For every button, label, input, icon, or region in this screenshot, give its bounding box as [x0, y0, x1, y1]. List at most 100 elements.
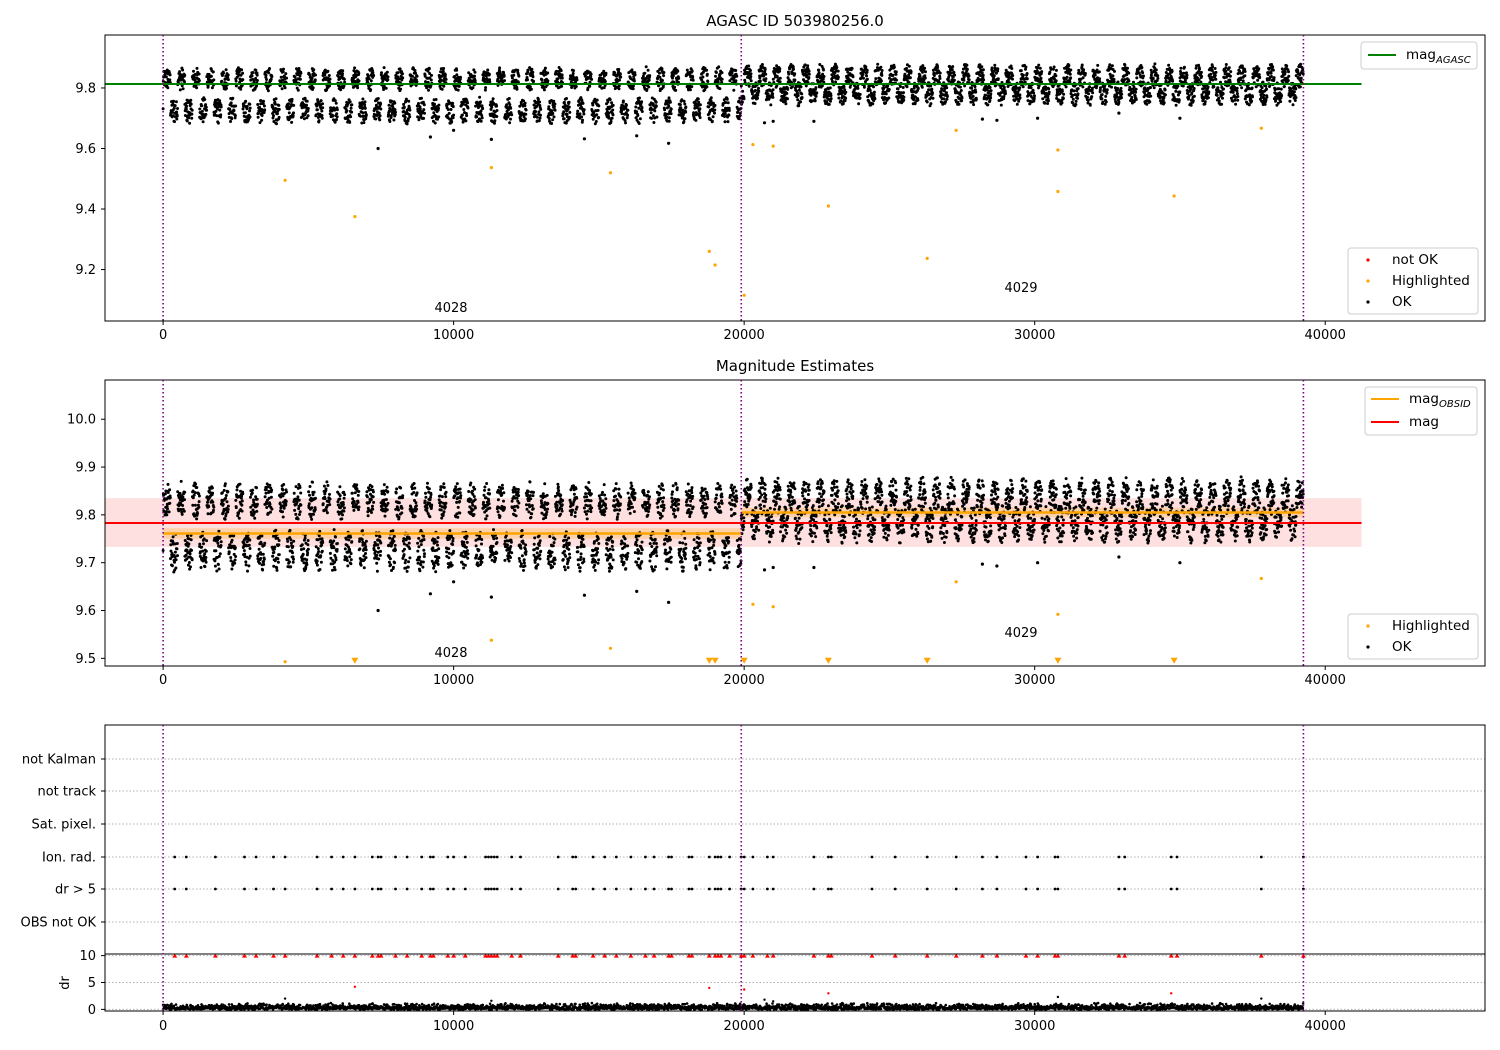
category-label: Sat. pixel. — [32, 818, 96, 833]
ion-rad-flag-point — [1024, 855, 1028, 859]
dr-gt-5-flag-point — [510, 887, 514, 891]
agasc-point-highlighted — [954, 128, 958, 132]
dr-clipped-marker — [953, 953, 959, 958]
dr-gt-5-flag-point — [429, 887, 432, 891]
ion-rad-flag-point — [954, 855, 958, 859]
ion-rad-flag-point — [283, 855, 287, 859]
ion-rad-flag-point — [490, 855, 493, 859]
legend-marker-highlighted — [1366, 624, 1370, 628]
agasc-point-ok — [1117, 111, 1121, 115]
x-tick-label: 10000 — [433, 673, 474, 688]
dr-clipped-marker — [628, 953, 634, 958]
ion-rad-flag-point — [556, 855, 560, 859]
dr-outlier-point — [1260, 997, 1263, 1000]
ion-rad-flag-point — [1259, 855, 1263, 859]
dr-outlier-point — [1170, 992, 1173, 995]
ion-rad-flag-point — [591, 855, 595, 859]
ion-rad-flag-point — [1053, 855, 1057, 859]
ion-rad-flag-point — [742, 855, 746, 859]
agasc-point-ok — [376, 146, 380, 151]
magnitude-point-ok — [582, 593, 587, 597]
ion-rad-flag-point — [719, 855, 723, 859]
dr-clipped-marker — [602, 953, 608, 958]
magnitude-point-highlighted — [1259, 576, 1263, 581]
dr-gt-5-flag-point — [591, 887, 595, 891]
x-tick-label: 20000 — [723, 1019, 764, 1034]
agasc-point-highlighted — [771, 144, 775, 148]
ion-rad-flag-point — [995, 855, 999, 859]
y-tick-label: 9.5 — [75, 652, 96, 667]
dr-gt-5-flag-point — [254, 887, 258, 891]
y-tick-label: 9.9 — [75, 461, 96, 476]
y-tick-label: 9.6 — [75, 142, 96, 157]
dr-gt-5-flag-point — [214, 887, 217, 891]
ion-rad-flag-point — [893, 855, 897, 859]
magnitude-point-ok — [771, 565, 775, 570]
agasc-point-highlighted — [1056, 148, 1060, 152]
ion-rad-flag-point — [394, 855, 397, 859]
legend-label-mag-obsid: magOBSID — [1409, 391, 1471, 410]
magnitude-panel-title: Magnitude Estimates — [716, 357, 874, 375]
magnitude-point-highlighted — [608, 646, 613, 650]
ion-rad-flag-point — [1117, 855, 1121, 859]
ion-rad-flag-point — [925, 855, 929, 859]
x-tick-label: 0 — [159, 1019, 167, 1034]
magnitude-point-ok — [635, 589, 639, 594]
dr-clipped-marker — [378, 953, 384, 958]
magnitude-obsid-label-4028: 4028 — [434, 646, 467, 661]
dr-gt-5-flag-point — [463, 887, 467, 891]
agasc-point-ok — [489, 137, 493, 141]
agasc-obsid-label-4029: 4029 — [1004, 281, 1037, 296]
ion-rad-flag-point — [670, 855, 673, 859]
dr-outlier-point — [490, 999, 493, 1002]
dr-gt-5-flag-point — [173, 887, 177, 891]
ion-rad-flag-point — [484, 855, 487, 859]
magnitude-clipped-marker — [705, 657, 713, 664]
dr-clipped-marker — [404, 953, 410, 958]
ion-rad-flag-point — [405, 855, 409, 859]
dr-gt-5-flag-point — [1169, 887, 1173, 891]
agasc-point-highlighted — [707, 249, 711, 253]
dr-clipped-marker — [811, 953, 817, 958]
dr-gt-5-flag-point — [1036, 887, 1039, 891]
ion-rad-flag-point — [431, 855, 435, 859]
dr-gt-5-flag-point — [707, 887, 711, 891]
dr-gt-5-flag-point — [379, 887, 383, 891]
magnitude-clipped-marker — [351, 657, 359, 664]
ion-rad-flag-point — [487, 855, 490, 859]
dr-clipped-marker — [241, 953, 247, 958]
dr-gt-5-flag-point — [716, 887, 720, 891]
dr-clipped-marker — [1122, 953, 1128, 958]
magnitude-point-ok — [762, 568, 767, 572]
dr-gt-5-flag-point — [353, 887, 357, 891]
dr-clipped-marker — [727, 953, 733, 958]
ion-rad-flag-point — [452, 855, 455, 859]
dr-clipped-marker — [494, 953, 500, 958]
magnitude-point-highlighted — [751, 602, 755, 606]
dr-clipped-marker — [1055, 953, 1061, 958]
ion-rad-flag-point — [429, 855, 432, 859]
ion-rad-flag-point — [829, 855, 833, 859]
ion-rad-flag-point — [376, 855, 380, 859]
magnitude-point-ok — [428, 592, 432, 596]
ion-rad-flag-point — [420, 855, 424, 859]
agasc-point-ok — [762, 121, 767, 125]
dr-gt-5-flag-point — [1123, 887, 1127, 891]
agasc-plot-frame — [104, 34, 1486, 322]
ion-rad-flag-point — [571, 855, 575, 859]
dr-gt-5-flag-point — [556, 887, 560, 891]
dr-gt-5-flag-point — [925, 887, 929, 891]
ion-rad-flag-point — [1056, 855, 1060, 859]
dr-gt-5-flag-point — [1259, 887, 1263, 891]
legend-box — [1360, 41, 1478, 70]
magnitude-point-ok — [489, 595, 493, 599]
agasc-point-ok — [771, 119, 775, 123]
agasc-point-highlighted — [925, 256, 929, 260]
agasc-point-ok — [812, 119, 816, 123]
agasc-point-ok — [428, 135, 432, 139]
dr-gt-5-flag-point — [184, 887, 188, 891]
dr-clipped-marker — [750, 953, 756, 958]
dr-gt-5-flag-point — [484, 887, 487, 891]
agasc-point-ok — [1036, 116, 1040, 120]
